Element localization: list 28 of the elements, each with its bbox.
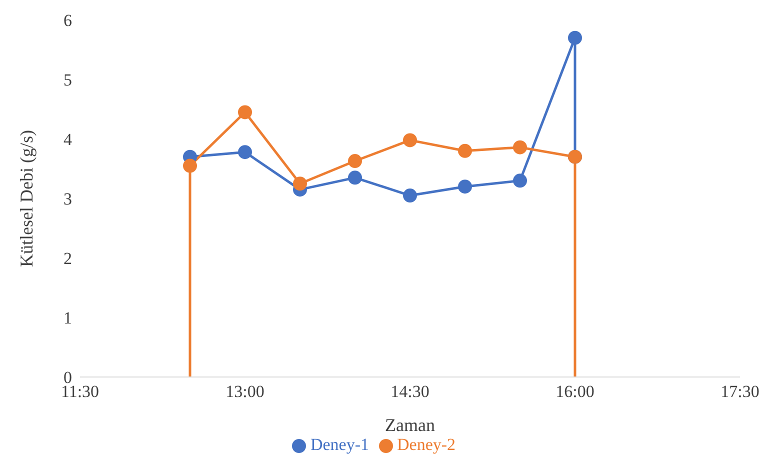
y-tick-label: 1 bbox=[64, 308, 72, 328]
point bbox=[238, 105, 252, 120]
x-tick-label: 11:30 bbox=[60, 382, 100, 402]
y-tick-label: 4 bbox=[64, 130, 72, 150]
point bbox=[403, 133, 417, 148]
legend-label: Deney-2 bbox=[397, 435, 456, 454]
y-tick-label: 6 bbox=[64, 11, 72, 30]
point bbox=[183, 158, 197, 173]
point bbox=[238, 145, 252, 160]
y-tick-label: 3 bbox=[64, 190, 72, 209]
point bbox=[568, 30, 582, 45]
point bbox=[348, 154, 362, 168]
legend-label: Deney-1 bbox=[310, 435, 369, 454]
y-tick-label: 2 bbox=[64, 249, 72, 268]
point bbox=[513, 174, 527, 188]
x-axis-title: Zaman bbox=[385, 415, 435, 435]
x-tick-label: 16:00 bbox=[556, 382, 594, 402]
point bbox=[458, 144, 472, 158]
point bbox=[403, 188, 417, 203]
point bbox=[348, 170, 362, 185]
point bbox=[293, 176, 307, 191]
point bbox=[458, 180, 472, 194]
x-tick-label: 17:30 bbox=[720, 382, 760, 402]
x-tick-label: 13:00 bbox=[226, 382, 264, 402]
y-axis-title: Kütlesel Debi (g/s) bbox=[16, 130, 36, 267]
y-tick-label: 5 bbox=[64, 70, 72, 90]
x-tick-label: 14:30 bbox=[390, 382, 430, 402]
point bbox=[513, 140, 527, 154]
